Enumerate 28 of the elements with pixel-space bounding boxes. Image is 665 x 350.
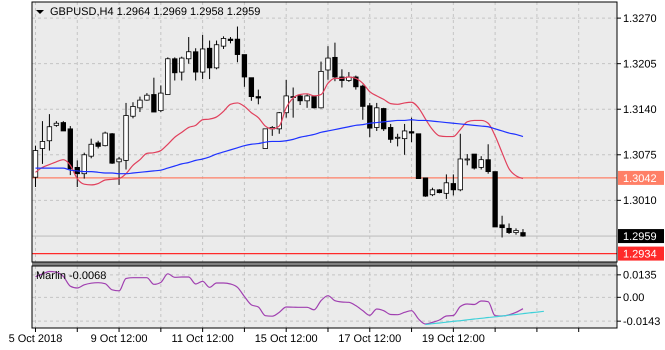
ref-line-label: 1.2934 (623, 248, 657, 260)
candlestick (262, 128, 268, 149)
x-tick-label: 5 Oct 2018 (8, 333, 62, 345)
chart-title: GBPUSD,H4 1.2964 1.2969 1.2958 1.2959 (50, 6, 260, 18)
x-tick-label: 19 Oct 12:00 (422, 333, 485, 345)
y-tick-label: -0.0143 (623, 316, 660, 328)
ref-line-label: 1.2959 (623, 230, 657, 243)
candlestick (46, 114, 52, 152)
ref-line-label: 1.3042 (623, 172, 657, 185)
line-series (34, 270, 524, 325)
candlestick (422, 177, 428, 198)
x-tick-label: 9 Oct 12:00 (90, 333, 148, 345)
y-tick-label: 1.3205 (623, 58, 657, 71)
x-tick-label: 17 Oct 12:00 (338, 333, 402, 345)
x-tick-label: 15 Oct 12:00 (254, 333, 318, 345)
candlestick (220, 36, 226, 50)
line-series (424, 310, 544, 326)
y-tick-label: 1.3140 (623, 104, 657, 116)
candlestick (130, 102, 136, 119)
x-tick-label: 11 Oct 12:00 (172, 333, 234, 345)
y-tick-label: 0.00 (623, 292, 644, 304)
y-tick-label: 0.0135 (623, 270, 657, 282)
y-tick-label: 1.3270 (623, 12, 657, 25)
candlestick (506, 222, 512, 234)
candlestick (325, 46, 331, 80)
y-tick-label: 1.3075 (623, 150, 657, 162)
candlestick (40, 120, 46, 164)
y-tick-label: 1.3010 (623, 195, 657, 208)
